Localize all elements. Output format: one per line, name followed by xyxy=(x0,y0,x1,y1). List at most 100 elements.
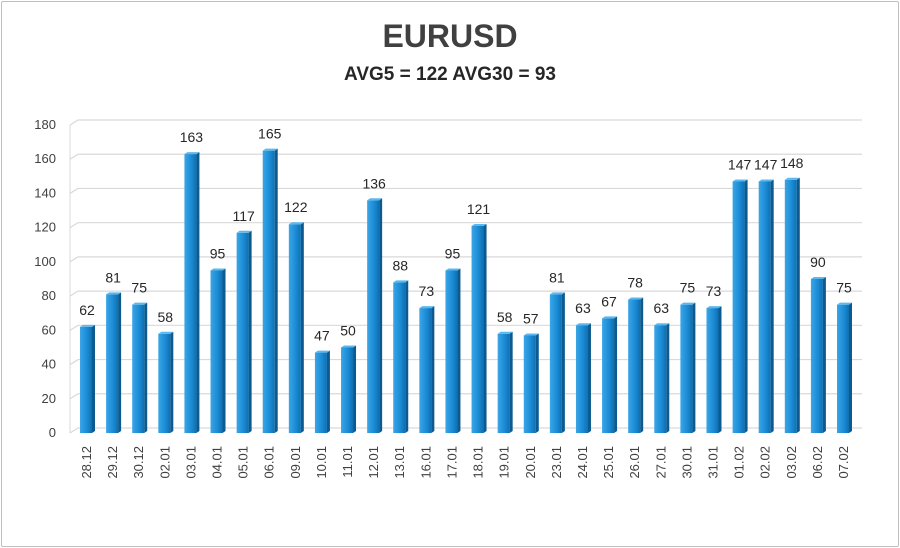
bar-side xyxy=(770,179,774,433)
bar-side xyxy=(692,302,696,433)
data-label: 163 xyxy=(180,129,204,145)
bar-top xyxy=(602,316,618,319)
bar-top xyxy=(210,268,226,271)
x-tick-label: 05.01 xyxy=(236,446,251,479)
data-label: 122 xyxy=(284,199,308,215)
bar-top xyxy=(680,302,696,305)
x-tick-label: 30.12 xyxy=(131,446,146,479)
bar-top xyxy=(367,198,383,201)
bar-top xyxy=(184,152,200,155)
bar-top xyxy=(732,179,748,182)
bar-top xyxy=(341,345,357,348)
data-label: 81 xyxy=(549,269,565,285)
bar-top xyxy=(262,148,278,151)
data-label: 90 xyxy=(810,254,826,270)
data-label: 75 xyxy=(836,280,852,296)
data-label: 147 xyxy=(754,156,778,172)
bar-side xyxy=(118,292,122,433)
bar-side xyxy=(431,306,435,433)
bar-top xyxy=(758,179,774,182)
bar-side xyxy=(535,333,539,433)
bar-top xyxy=(132,302,148,305)
y-tick-label: 140 xyxy=(34,185,56,200)
x-tick-label: 28.12 xyxy=(79,446,94,479)
x-tick-label: 18.01 xyxy=(471,446,486,479)
bar-top xyxy=(106,292,122,295)
gridline xyxy=(69,119,862,126)
data-label: 88 xyxy=(392,257,408,273)
x-tick-label: 29.12 xyxy=(105,446,120,479)
bar xyxy=(602,318,615,433)
bar-side xyxy=(718,306,722,433)
data-label: 136 xyxy=(362,175,386,191)
data-label: 148 xyxy=(780,155,804,171)
x-tick-label: 17.01 xyxy=(444,446,459,479)
bar-top xyxy=(236,230,252,233)
bar xyxy=(680,304,693,433)
bar xyxy=(341,347,354,433)
y-tick-label: 40 xyxy=(42,357,56,372)
x-tick-label: 07.02 xyxy=(836,446,851,479)
bar-side xyxy=(326,350,330,433)
bar-top xyxy=(523,333,539,336)
bar-top xyxy=(784,177,800,180)
bar-top xyxy=(158,331,174,334)
bar-side xyxy=(744,179,748,433)
x-tick-label: 11.01 xyxy=(340,446,355,478)
gridline xyxy=(69,187,862,194)
x-tick-label: 16.01 xyxy=(418,446,433,479)
bar xyxy=(523,335,536,433)
bar-side xyxy=(457,268,461,433)
data-label: 57 xyxy=(523,310,539,326)
data-label: 95 xyxy=(445,245,461,261)
bar-side xyxy=(849,302,852,433)
data-label: 62 xyxy=(79,302,95,318)
bar-side xyxy=(144,302,148,433)
x-tick-label: 03.01 xyxy=(183,446,198,479)
data-label: 67 xyxy=(601,293,617,309)
bar-top xyxy=(419,306,435,309)
bar-top xyxy=(575,323,591,326)
gridline xyxy=(69,256,862,263)
data-label: 58 xyxy=(158,309,174,325)
bar-top xyxy=(471,223,487,226)
bar-side xyxy=(274,148,278,433)
x-tick-label: 06.01 xyxy=(262,446,277,479)
x-tick-label: 19.01 xyxy=(497,446,512,479)
x-tick-label: 04.01 xyxy=(210,446,225,479)
bar xyxy=(132,304,145,433)
bar-side xyxy=(587,323,591,433)
y-tick-label: 180 xyxy=(34,117,56,132)
data-label: 73 xyxy=(419,283,435,299)
gridline xyxy=(69,393,862,400)
x-tick-label: 13.01 xyxy=(392,446,407,479)
bar-side xyxy=(300,222,304,433)
x-tick-label: 24.01 xyxy=(575,446,590,479)
bar-side xyxy=(222,268,226,433)
bar-side xyxy=(92,324,95,433)
y-tick-label: 80 xyxy=(42,288,56,303)
bar-top xyxy=(288,222,304,225)
bar xyxy=(628,299,641,433)
bar xyxy=(184,154,197,434)
bar xyxy=(706,308,719,433)
gridline xyxy=(69,427,862,434)
bar-side xyxy=(561,292,565,433)
bar-side xyxy=(796,177,800,433)
bar xyxy=(106,294,119,433)
data-label: 63 xyxy=(653,300,669,316)
data-label: 50 xyxy=(340,322,356,338)
bar-top xyxy=(837,302,852,305)
x-tick-label: 30.01 xyxy=(679,446,694,479)
bar-top xyxy=(654,323,670,326)
x-tick-label: 09.01 xyxy=(288,446,303,479)
bar xyxy=(549,294,562,433)
bar xyxy=(810,279,823,433)
x-tick-label: 20.01 xyxy=(523,446,538,479)
y-tick-label: 100 xyxy=(34,254,56,269)
bar xyxy=(471,225,484,433)
bar-side xyxy=(196,152,200,434)
bar xyxy=(236,232,249,433)
x-tick-label: 02.01 xyxy=(157,446,172,479)
